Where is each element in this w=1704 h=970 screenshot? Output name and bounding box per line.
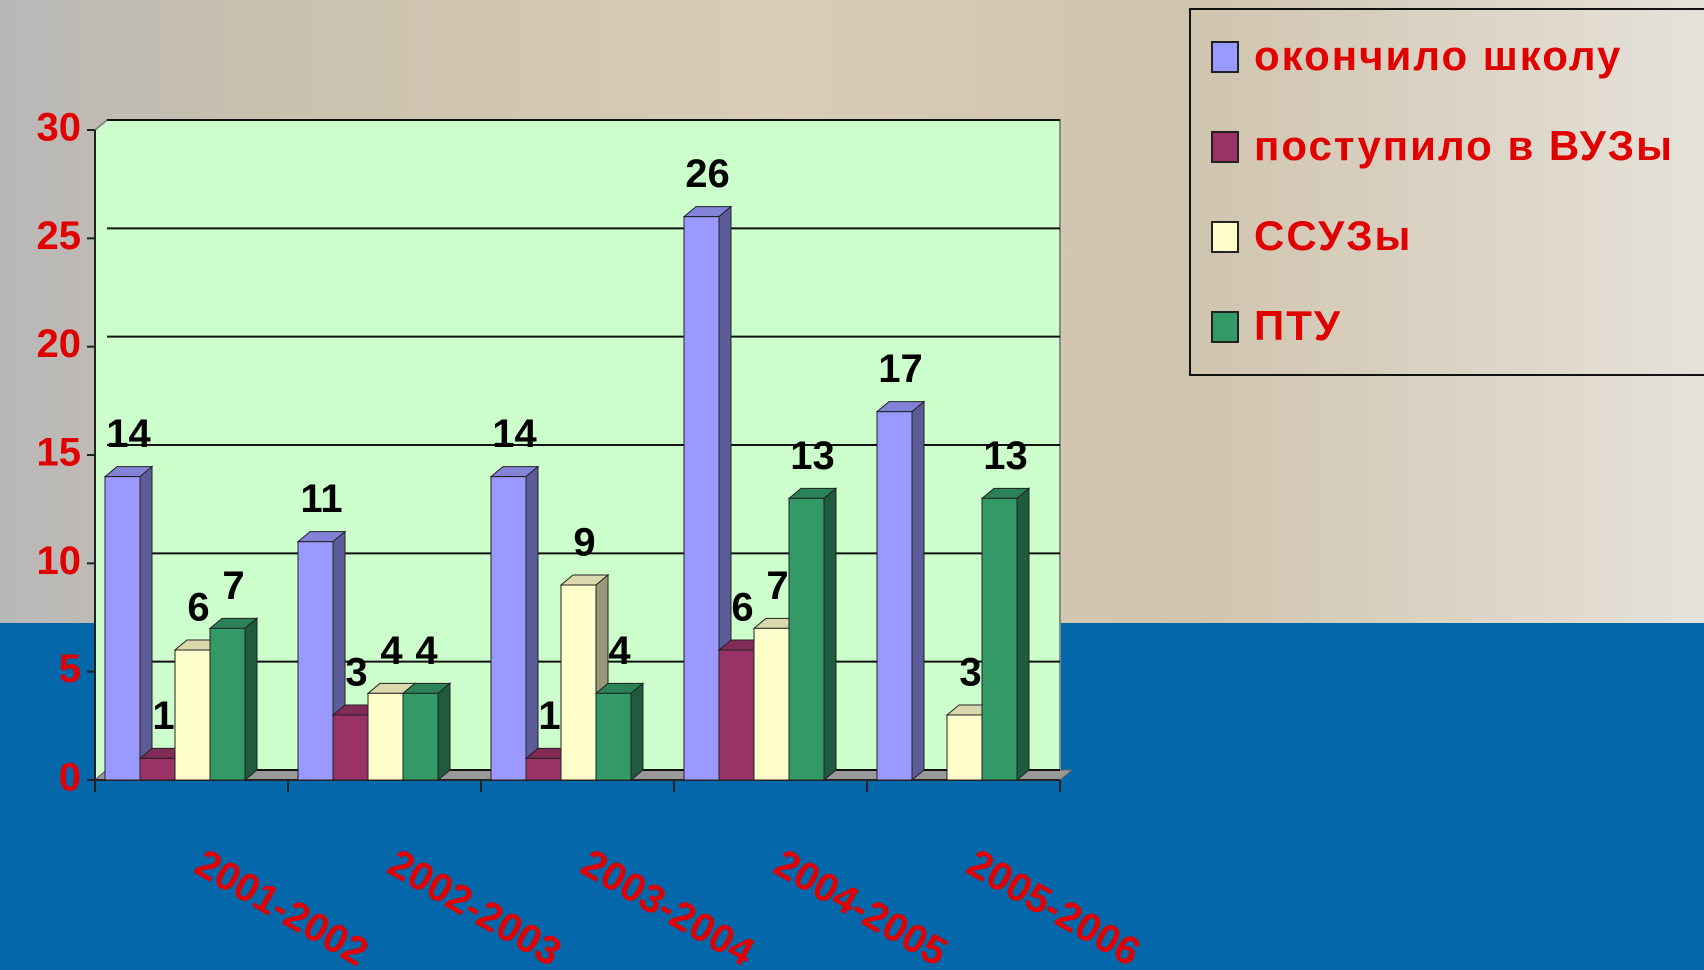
data-label: 13 (983, 434, 1028, 478)
legend-label: ССУЗы (1254, 212, 1412, 259)
bar (719, 650, 754, 780)
x-tick-label: 2002-2003 (381, 841, 569, 970)
bar-side (526, 467, 538, 780)
legend-label: ПТУ (1254, 302, 1342, 349)
bar (403, 693, 438, 780)
data-label: 11 (300, 477, 342, 521)
data-label: 6 (187, 586, 209, 630)
data-label: 3 (345, 651, 367, 695)
data-label: 1 (538, 694, 560, 738)
y-tick-label: 10 (37, 539, 82, 583)
data-label: 13 (790, 434, 835, 478)
legend-swatch (1212, 222, 1238, 252)
bar (175, 650, 210, 780)
data-label: 7 (222, 564, 244, 608)
bar (298, 542, 333, 780)
y-tick-label: 0 (59, 756, 81, 800)
data-label: 9 (573, 521, 595, 565)
bar (684, 217, 719, 780)
data-label: 1 (152, 694, 174, 738)
legend-swatch (1212, 42, 1238, 72)
legend-label: окончило школу (1254, 32, 1622, 79)
legend-label: поступило в ВУЗы (1254, 122, 1674, 169)
data-label: 14 (492, 412, 537, 456)
bar (561, 585, 596, 780)
data-label: 4 (608, 629, 631, 673)
bar-side (631, 683, 643, 780)
bar-side (1017, 488, 1029, 780)
bar (140, 758, 175, 780)
bar-side (438, 683, 450, 780)
data-label: 17 (878, 347, 923, 391)
legend-swatch (1212, 312, 1238, 342)
bar-side (824, 488, 836, 780)
x-tick-label: 2003-2004 (574, 841, 762, 970)
bar (491, 477, 526, 780)
data-label: 3 (959, 651, 981, 695)
x-tick-label: 2005-2006 (960, 841, 1148, 970)
data-label: 26 (685, 152, 730, 196)
bar (789, 498, 824, 780)
x-tick-label: 2004-2005 (767, 841, 955, 970)
data-label: 14 (106, 412, 151, 456)
bar (596, 693, 631, 780)
data-label: 7 (766, 564, 788, 608)
y-tick-label: 25 (37, 214, 82, 258)
bar-side (140, 467, 152, 780)
page: 0510152025302001-2002141672002-200311344… (0, 0, 1704, 970)
bar-side (912, 402, 924, 780)
bar (982, 498, 1017, 780)
data-label: 4 (380, 629, 403, 673)
y-tick-label: 15 (37, 431, 82, 475)
data-label: 4 (415, 629, 438, 673)
bar (754, 628, 789, 780)
bar (333, 715, 368, 780)
bar (368, 693, 403, 780)
bar (526, 758, 561, 780)
legend-swatch (1212, 132, 1238, 162)
chart: 0510152025302001-2002141672002-200311344… (0, 0, 1704, 970)
bar (877, 412, 912, 780)
y-tick-label: 5 (59, 647, 81, 691)
y-tick-label: 30 (37, 106, 82, 150)
x-tick-label: 2001-2002 (188, 841, 376, 970)
bar (947, 715, 982, 780)
bar-side (245, 618, 257, 780)
bar (210, 628, 245, 780)
data-label: 6 (731, 586, 753, 630)
bar (105, 477, 140, 780)
y-tick-label: 20 (37, 322, 82, 366)
